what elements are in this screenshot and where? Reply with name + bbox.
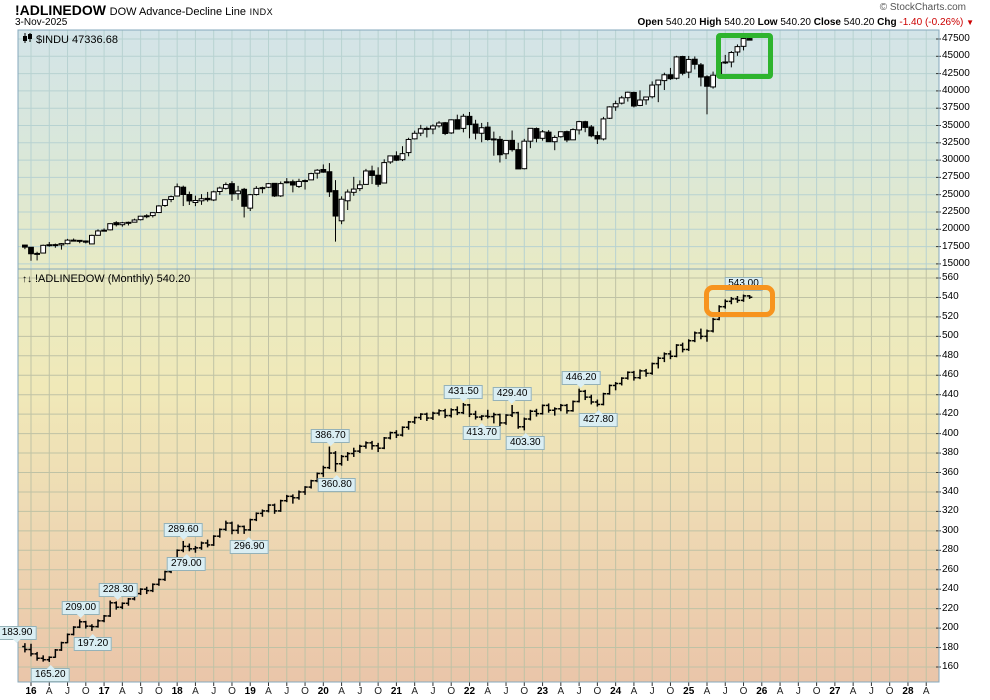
symbol: !ADLINEDOW [15, 2, 106, 18]
low-label: Low [757, 17, 778, 28]
chart-title: !ADLINEDOW DOW Advance-Decline Line INDX [15, 2, 273, 18]
close-value: 540.20 [843, 17, 875, 28]
quote-summary: Open 540.20 High 540.20 Low 540.20 Close… [638, 17, 975, 28]
chg-label: Chg [877, 17, 897, 28]
low-value: 540.20 [780, 17, 811, 28]
symbol-name: DOW Advance-Decline Line [109, 6, 246, 18]
high-label: High [699, 17, 722, 28]
chg-down-triangle-icon: ▼ [966, 18, 974, 27]
chart-date: 3-Nov-2025 [15, 17, 68, 28]
chg-value: -1.40 (-0.26%) [899, 17, 964, 28]
open-label: Open [637, 17, 664, 28]
exchange-tag: INDX [249, 7, 274, 17]
close-label: Close [813, 17, 841, 28]
copyright: © StockCharts.com [879, 2, 966, 13]
open-value: 540.20 [665, 17, 697, 28]
high-value: 540.20 [724, 17, 755, 28]
